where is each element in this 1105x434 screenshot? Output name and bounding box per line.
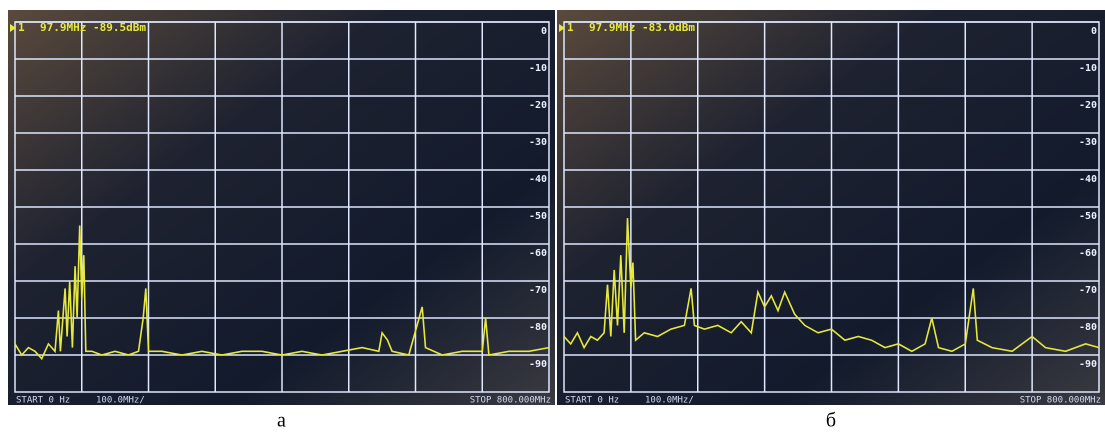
- caption: б: [826, 410, 836, 432]
- y-tick-label: -90: [529, 359, 547, 370]
- y-tick-label: -40: [1079, 174, 1097, 185]
- y-tick-label: 0: [1091, 26, 1097, 37]
- y-tick-label: -50: [1079, 211, 1097, 222]
- y-tick-label: -60: [529, 248, 547, 259]
- spectrum-panel: 0 -10 -20 -30 -40 -50 -60 -70 -80 -90 1 97.9MHz -89…: [8, 10, 555, 406]
- y-tick-label: -80: [529, 322, 547, 333]
- y-tick-label: -80: [1079, 322, 1097, 333]
- start-label: START 0 Hz: [565, 396, 619, 406]
- caption: а: [277, 410, 286, 432]
- y-tick-label: -20: [529, 100, 547, 111]
- y-tick-label: 0: [541, 26, 547, 37]
- y-tick-label: -70: [1079, 285, 1097, 296]
- y-tick-label: -40: [529, 174, 547, 185]
- y-tick-label: -10: [529, 63, 547, 74]
- y-tick-label: -70: [529, 285, 547, 296]
- stop-label: STOP 800.000MHz: [470, 396, 551, 406]
- y-tick-label: -30: [529, 137, 547, 148]
- marker-readout: 97.9MHz -89.5dBm: [40, 21, 146, 34]
- scale-label: 100.0MHz/: [645, 396, 694, 406]
- stop-label: STOP 800.000MHz: [1020, 396, 1101, 406]
- marker-id: 1: [18, 21, 25, 34]
- scale-label: 100.0MHz/: [96, 396, 145, 406]
- y-tick-label: -20: [1079, 100, 1097, 111]
- marker-id: 1: [567, 21, 574, 34]
- y-tick-label: -10: [1079, 63, 1097, 74]
- marker-readout: 97.9MHz -83.0dBm: [589, 21, 695, 34]
- y-tick-label: -60: [1079, 248, 1097, 259]
- spectrum-panel: 0 -10 -20 -30 -40 -50 -60 -70 -80 -90 1 97.9MHz -83…: [557, 10, 1105, 406]
- page: 0 -10 -20 -30 -40 -50 -60 -70 -80 -90 1 97.9MHz -89…: [0, 0, 1105, 434]
- y-tick-label: -30: [1079, 137, 1097, 148]
- y-tick-label: -90: [1079, 359, 1097, 370]
- y-tick-label: -50: [529, 211, 547, 222]
- start-label: START 0 Hz: [16, 396, 70, 406]
